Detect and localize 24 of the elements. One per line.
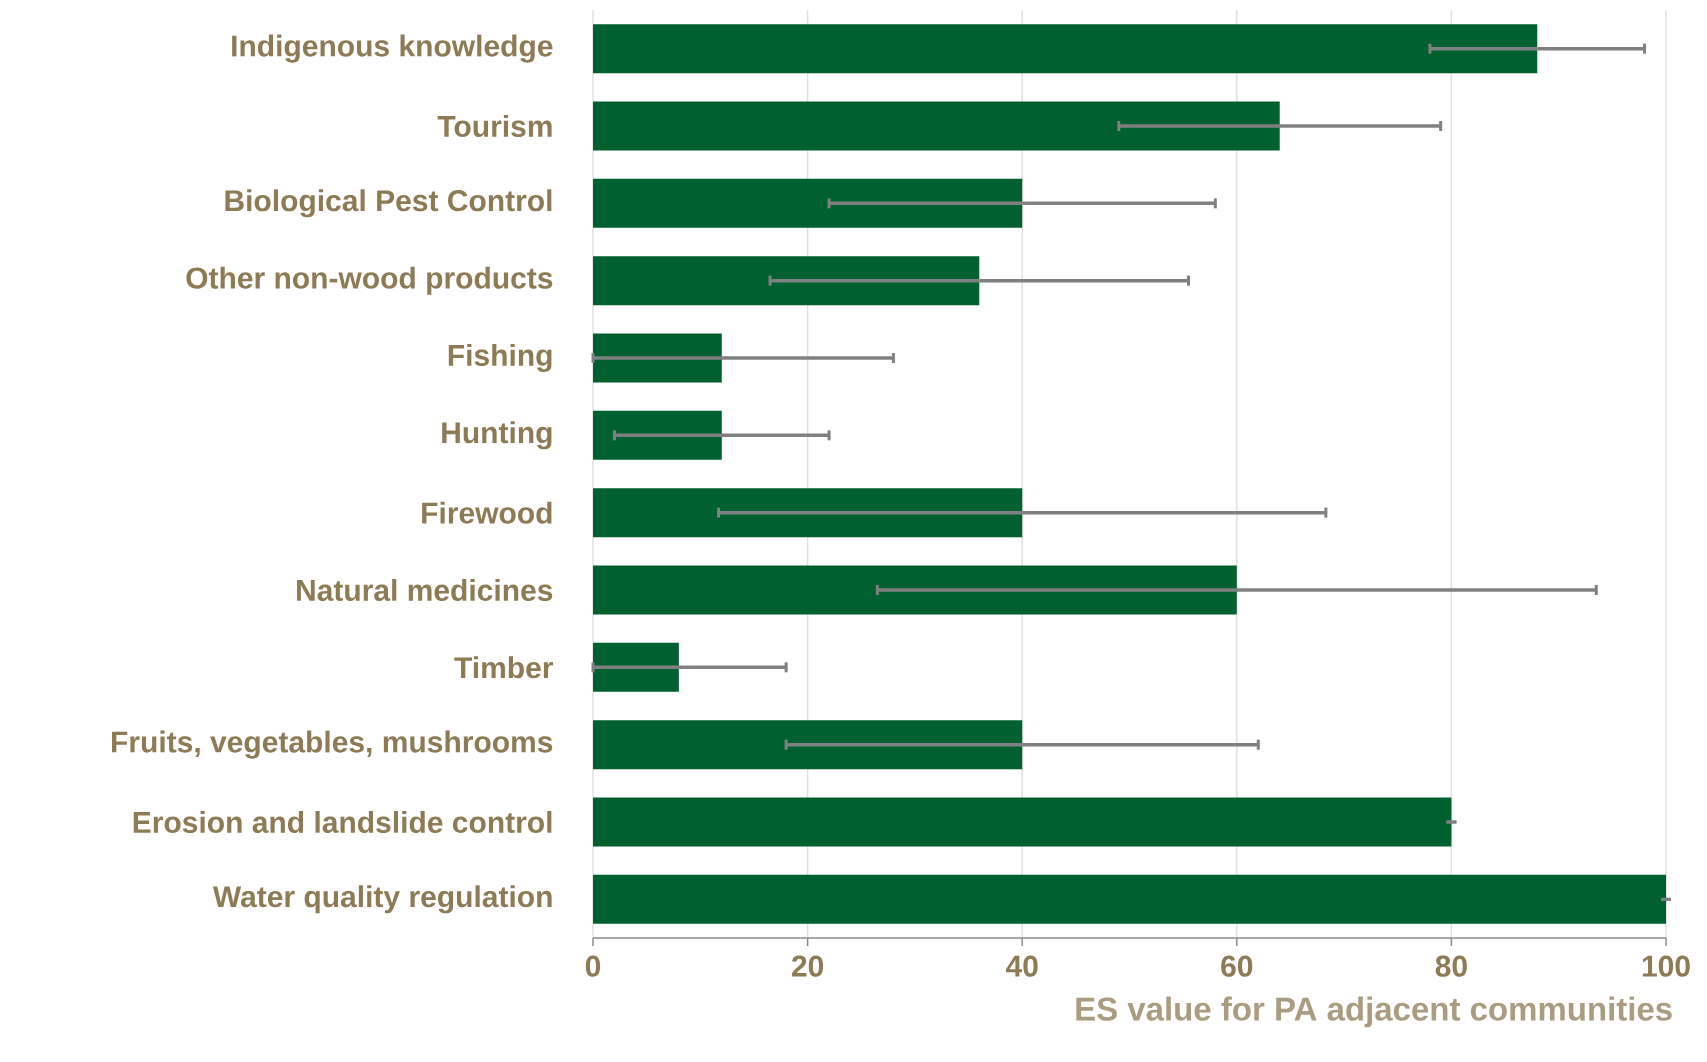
x-tick-label: 20	[791, 955, 824, 977]
bar	[593, 101, 1280, 151]
x-tick-label: 60	[1221, 955, 1253, 977]
y-tick-label: Indigenous knowledge	[232, 34, 553, 63]
y-tick-label: Erosion and landslide control	[133, 810, 552, 834]
x-tick-label: 80	[1435, 955, 1467, 977]
y-tick-label: Other non-wood products	[186, 266, 553, 295]
y-tick-label: Tourism	[437, 114, 552, 138]
y-tick-label: Water quality regulation	[212, 885, 552, 914]
y-tick-label: Biological Pest Control	[225, 189, 552, 218]
bar	[593, 797, 1452, 847]
x-tick-label: 0	[585, 955, 601, 977]
y-tick-label: Fruits, vegetables, mushrooms	[112, 730, 553, 759]
y-tick-label: Natural medicines	[297, 578, 553, 602]
x-tick-label: 40	[1005, 955, 1038, 977]
y-tick-label: Timber	[454, 656, 554, 679]
bar	[593, 178, 1023, 228]
bar	[593, 874, 1666, 924]
x-axis-title: ES value for PA adjacent communities	[1076, 996, 1672, 1028]
bar	[593, 24, 1538, 74]
y-tick-label: Fishing	[448, 343, 552, 373]
y-tick-label: Firewood	[422, 501, 552, 524]
y-tick-label: Hunting	[442, 421, 552, 450]
x-tick-label: 100	[1642, 955, 1690, 977]
